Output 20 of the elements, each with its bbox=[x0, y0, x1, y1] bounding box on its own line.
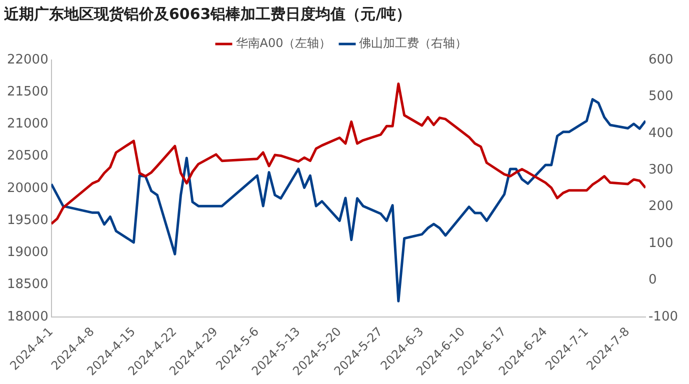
y2-tick-label: 300 bbox=[648, 162, 674, 178]
y2-tick-label: 0 bbox=[648, 272, 657, 288]
y-tick-label: 21500 bbox=[6, 84, 48, 100]
legend-label: 佛山加工费（右轴） bbox=[359, 36, 468, 50]
y-tick-label: 19500 bbox=[6, 212, 48, 228]
y-tick-label: 20500 bbox=[6, 148, 48, 164]
y-tick-label: 19000 bbox=[6, 245, 48, 260]
y-tick-label: 18000 bbox=[6, 309, 48, 324]
y2-tick-label: -100 bbox=[648, 309, 678, 324]
chart-title: 近期广东地区现货铝价及6063铝棒加工费日度均值（元/吨） bbox=[3, 4, 412, 23]
y2-tick-label: 100 bbox=[648, 236, 674, 251]
legend-label: 华南A00（左轴） bbox=[236, 36, 332, 50]
y2-tick-label: 500 bbox=[648, 89, 674, 104]
y-tick-label: 18500 bbox=[6, 277, 48, 292]
y-tick-label: 20000 bbox=[6, 180, 48, 196]
y2-tick-label: 200 bbox=[648, 199, 674, 214]
y2-tick-label: 600 bbox=[648, 52, 674, 68]
y2-tick-label: 400 bbox=[648, 126, 674, 141]
y-tick-label: 22000 bbox=[6, 52, 48, 68]
y-tick-label: 21000 bbox=[6, 116, 48, 132]
